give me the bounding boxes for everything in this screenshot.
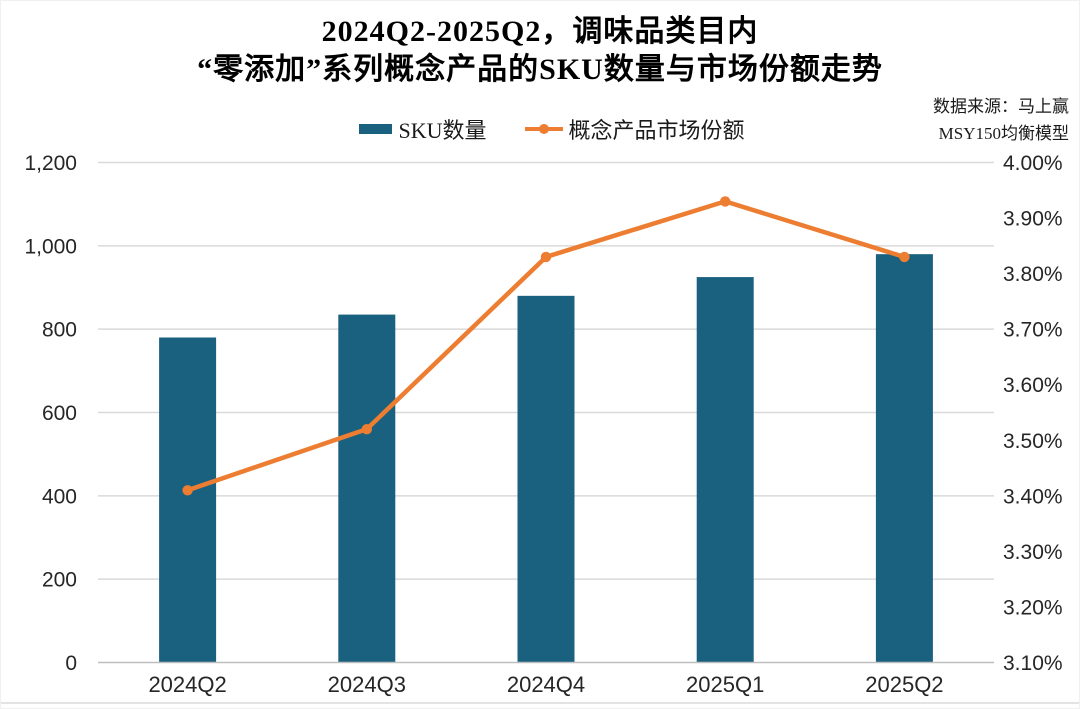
- y-axis-left-tick-label: 400: [42, 485, 77, 508]
- bar-2024Q2: [159, 337, 217, 663]
- y-axis-left-tick-label: 200: [42, 569, 77, 592]
- chart-title-line2: “零添加”系列概念产品的SKU数量与市场份额走势: [197, 53, 883, 86]
- y-axis-right-tick-label: 3.20%: [1003, 596, 1063, 619]
- y-axis-left-tick-label: 0: [65, 652, 77, 675]
- line-marker-2025Q1: [720, 196, 731, 207]
- data-source-line2: MSY150均衡模型: [938, 124, 1069, 143]
- bar-2024Q3: [338, 314, 396, 663]
- bar-2025Q2: [875, 254, 933, 663]
- bottom-divider: [1, 702, 1079, 704]
- y-axis-right-tick-label: 3.90%: [1003, 208, 1063, 231]
- legend-line-label: 概念产品市场份额: [568, 118, 745, 143]
- x-axis-label-2024Q4: 2024Q4: [507, 672, 585, 697]
- y-axis-right-tick-label: 3.70%: [1003, 319, 1063, 342]
- data-source-line1: 数据来源：马上赢: [933, 97, 1069, 116]
- line-swatch-marker-icon: [538, 124, 549, 134]
- line-marker-2024Q2: [182, 485, 193, 496]
- y-axis-right-tick-label: 3.30%: [1003, 541, 1063, 564]
- line-marker-2024Q3: [361, 423, 372, 435]
- legend-item-sku: SKU数量: [359, 113, 487, 145]
- y-axis-right-tick-label: 4.00%: [1003, 152, 1063, 175]
- bar-2024Q4: [517, 295, 575, 663]
- bar-series-swatch-icon: [359, 124, 393, 134]
- bar-2025Q1: [696, 277, 754, 663]
- x-axis-label-2025Q1: 2025Q1: [686, 672, 764, 697]
- y-axis-left-tick-label: 1,000: [24, 235, 77, 258]
- y-axis-right-tick-label: 3.50%: [1003, 430, 1063, 453]
- y-axis-right-tick-label: 3.40%: [1003, 485, 1063, 508]
- y-axis-left-tick-label: 600: [42, 402, 77, 425]
- line-series-swatch-icon: [524, 124, 563, 134]
- y-axis-right-tick-label: 3.60%: [1003, 374, 1063, 397]
- y-axis-right-tick-label: 3.10%: [1003, 652, 1063, 675]
- chart-legend: SKU数量 概念产品市场份额: [13, 113, 1079, 145]
- data-source-note: 数据来源：马上赢 MSY150均衡模型: [933, 93, 1069, 147]
- x-axis-label-2024Q2: 2024Q2: [148, 672, 226, 697]
- line-marker-2024Q4: [540, 251, 552, 263]
- y-axis-left-tick-label: 800: [42, 319, 77, 342]
- line-marker-2025Q2: [899, 251, 910, 263]
- legend-bar-label: SKU数量: [398, 118, 487, 143]
- x-axis-label-2025Q2: 2025Q2: [865, 672, 943, 697]
- chart-title-line1: 2024Q2-2025Q2，调味品类目内: [321, 15, 759, 48]
- chart-title: 2024Q2-2025Q2，调味品类目内 “零添加”系列概念产品的SKU数量与市…: [1, 13, 1079, 89]
- y-axis-right-tick-label: 3.80%: [1003, 263, 1063, 286]
- y-axis-left-tick-label: 1,200: [24, 152, 77, 175]
- x-axis-label-2024Q3: 2024Q3: [328, 672, 406, 697]
- legend-item-share: 概念产品市场份额: [524, 113, 745, 145]
